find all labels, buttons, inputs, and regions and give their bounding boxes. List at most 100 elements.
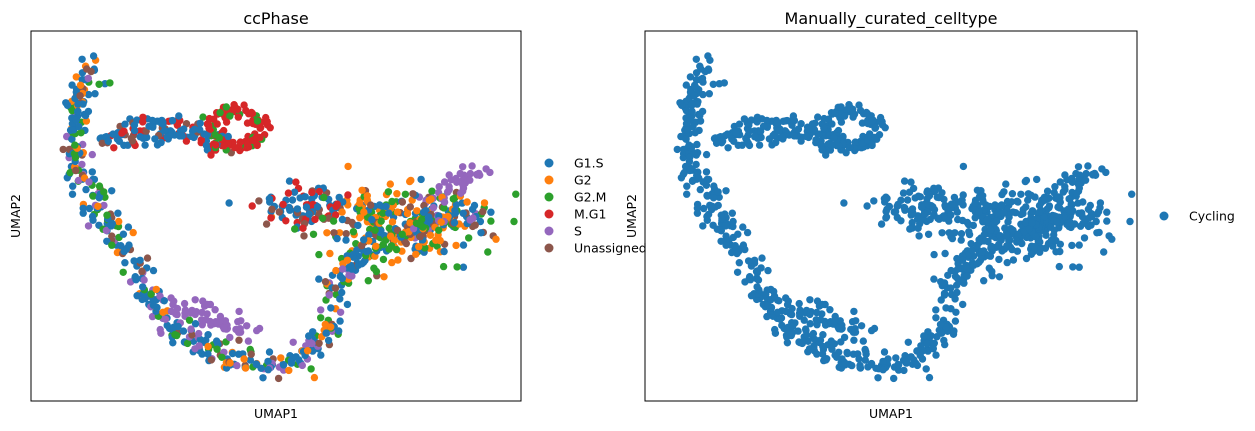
data-point-g2	[425, 196, 433, 204]
data-point-m-g1	[139, 118, 147, 126]
data-point-g1-s	[342, 236, 350, 244]
data-point-g2-m	[440, 204, 448, 212]
data-point-cycling	[1093, 229, 1101, 237]
data-point-g2	[393, 190, 401, 198]
data-point-cycling	[1075, 209, 1083, 217]
legend-label: M.G1	[574, 207, 606, 222]
data-point-cycling	[1103, 217, 1111, 225]
data-point-g1-s	[338, 274, 346, 283]
data-point-unassigned	[188, 331, 196, 339]
data-point-g2	[372, 242, 380, 250]
data-point-cycling	[967, 240, 975, 248]
data-point-s	[102, 226, 111, 235]
data-point-cycling	[751, 133, 759, 141]
data-point-g2-m	[315, 250, 323, 259]
data-point-unassigned	[321, 278, 330, 286]
data-point-g1-s	[477, 229, 485, 237]
legend-marker	[544, 192, 554, 202]
data-point-cycling	[1003, 258, 1011, 267]
data-point-cycling	[879, 366, 887, 374]
data-point-g2	[480, 199, 489, 207]
data-point-cycling	[839, 132, 847, 141]
data-point-cycling	[883, 205, 891, 213]
data-point-cycling	[747, 292, 756, 300]
data-point-cycling	[1022, 176, 1031, 185]
data-point-cycling	[782, 307, 790, 316]
data-point-s	[253, 326, 261, 335]
data-point-s	[74, 176, 83, 185]
data-point-g2	[241, 364, 250, 372]
data-point-g1-s	[363, 247, 371, 256]
data-point-cycling	[986, 226, 995, 234]
data-point-cycling	[982, 201, 990, 209]
data-point-cycling	[753, 283, 761, 291]
data-point-s	[453, 178, 461, 186]
data-point-m-g1	[256, 133, 264, 142]
legend-label: G2.M	[574, 190, 606, 205]
data-point-cycling	[722, 222, 730, 230]
data-point-cycling	[1085, 214, 1093, 222]
data-point-cycling	[868, 141, 876, 150]
data-point-cycling	[932, 351, 940, 359]
data-point-cycling	[1008, 190, 1017, 198]
data-point-g2	[72, 73, 81, 81]
data-point-cycling	[709, 194, 718, 202]
data-point-s	[226, 333, 234, 342]
data-point-g2-m	[435, 226, 443, 234]
data-point-g2	[115, 217, 123, 226]
data-point-cycling	[882, 214, 890, 222]
data-point-cycling	[997, 202, 1006, 211]
data-point-g2-m	[291, 225, 299, 233]
data-point-m-g1	[212, 141, 220, 149]
data-point-cycling	[1069, 263, 1077, 271]
data-point-g2-m	[487, 217, 495, 225]
data-point-cycling	[1009, 256, 1018, 264]
data-point-g1-s	[107, 222, 116, 230]
data-point-g1-s	[121, 259, 129, 267]
data-point-cycling	[871, 123, 880, 132]
data-point-cycling	[689, 122, 697, 131]
data-point-g1-s	[120, 247, 128, 256]
data-point-cycling	[794, 125, 803, 133]
data-point-cycling	[802, 132, 810, 141]
data-point-s	[157, 329, 165, 337]
data-point-cycling	[822, 356, 830, 364]
data-point-cycling	[752, 267, 761, 276]
data-point-cycling	[1072, 169, 1080, 178]
data-point-cycling	[915, 232, 923, 240]
data-point-cycling	[894, 366, 903, 374]
data-point-g1-s	[91, 90, 99, 98]
scatter-points	[59, 52, 520, 383]
data-point-cycling	[929, 203, 937, 211]
data-point-cycling	[1128, 190, 1136, 198]
data-point-g1-s	[124, 223, 133, 231]
data-point-s	[445, 183, 453, 191]
data-point-cycling	[805, 125, 813, 133]
data-point-g2-m	[387, 242, 396, 250]
data-point-g2	[380, 273, 388, 281]
data-point-g2	[129, 228, 137, 237]
data-point-s	[195, 329, 203, 338]
data-point-s	[289, 338, 297, 346]
data-point-g2	[360, 208, 368, 216]
data-point-cycling	[920, 332, 928, 340]
data-point-cycling	[1082, 169, 1090, 178]
data-point-cycling	[819, 331, 827, 339]
data-point-g2	[394, 256, 402, 264]
data-point-cycling	[691, 129, 699, 137]
data-point-g1-s	[279, 361, 288, 369]
data-point-s	[445, 171, 453, 179]
data-point-cycling	[1066, 218, 1075, 227]
data-point-g2-m	[215, 134, 223, 142]
data-point-g2-m	[253, 117, 262, 125]
data-point-cycling	[954, 265, 962, 273]
data-point-g2-m	[379, 209, 387, 217]
data-point-cycling	[703, 212, 711, 221]
data-point-g1-s	[68, 81, 76, 89]
data-point-g1-s	[293, 205, 302, 213]
data-point-cycling	[1061, 183, 1069, 191]
data-point-cycling	[1014, 198, 1022, 206]
data-point-g1-s	[338, 288, 346, 297]
data-point-g1-s	[130, 257, 138, 265]
data-point-cycling	[848, 361, 856, 370]
